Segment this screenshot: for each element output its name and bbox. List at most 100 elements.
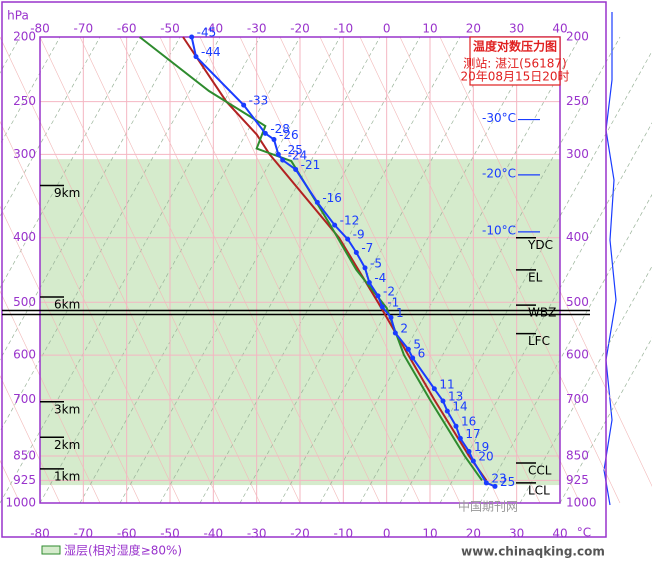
dry-adiabat xyxy=(79,36,341,504)
isotherm-skew xyxy=(0,121,181,504)
point-label: -45 xyxy=(197,26,217,40)
dry-adiabat xyxy=(0,36,61,146)
x-tick-label: 40 xyxy=(552,527,567,541)
point-label: -4 xyxy=(374,271,386,285)
x-tick-label: -20 xyxy=(290,527,310,541)
x-tick-label: 20 xyxy=(466,527,481,541)
profile-point xyxy=(314,199,320,205)
wind-profile xyxy=(603,12,617,506)
point-label: 20 xyxy=(478,450,493,464)
point-label: 19 xyxy=(474,440,489,454)
point-label: 17 xyxy=(465,427,480,441)
dry-adiabat xyxy=(319,36,581,504)
x-tick-label-top: -60 xyxy=(117,22,137,36)
x-tick-label: -30 xyxy=(247,527,267,541)
profile-point xyxy=(241,102,247,108)
level-label: EL xyxy=(528,270,543,284)
point-label: -2 xyxy=(383,284,395,298)
point-label: -28 xyxy=(270,122,290,136)
height-label: 6km xyxy=(54,298,80,312)
y-tick-label-right: 250 xyxy=(566,94,589,108)
isotherm-skew xyxy=(439,36,652,487)
x-tick-label-top: -20 xyxy=(290,22,310,36)
point-label: -1 xyxy=(387,295,399,309)
point-label: 5 xyxy=(413,338,421,352)
point-label: -5 xyxy=(370,256,382,270)
profile-point xyxy=(466,448,472,454)
x-tick-label-top: -10 xyxy=(334,22,354,36)
point-label: 16 xyxy=(461,415,476,429)
dry-adiabat xyxy=(0,36,221,433)
profile-point xyxy=(262,130,268,136)
profile-point xyxy=(189,34,195,40)
height-label: 2km xyxy=(54,438,80,452)
profile-point xyxy=(431,386,437,392)
point-label: -44 xyxy=(201,45,221,59)
x-tick-label-top: 10 xyxy=(422,22,437,36)
y-tick-label-right: 200 xyxy=(566,30,589,44)
y-axis-label: hPa xyxy=(7,9,29,23)
isotherm-skew xyxy=(239,36,461,504)
isotherm-skew xyxy=(0,205,141,504)
y-tick-label: 400 xyxy=(13,230,36,244)
x-tick-label-top: -50 xyxy=(160,22,180,36)
x-tick-label-top: 30 xyxy=(509,22,524,36)
profile-point xyxy=(410,355,416,361)
point-label: 23 xyxy=(491,471,506,485)
dry-adiabat xyxy=(239,36,501,504)
profile-point xyxy=(453,423,459,429)
chart-subtitle: 测站: 湛江(56187) xyxy=(463,57,566,71)
dry-adiabat xyxy=(439,122,652,504)
watermark: www.chinaqking.com xyxy=(461,545,605,559)
dry-adiabat xyxy=(519,265,652,504)
profile-point xyxy=(362,265,368,271)
isotherm-skew xyxy=(0,36,221,504)
legend-swatch xyxy=(41,545,61,555)
y-tick-label: 1000 xyxy=(5,496,36,510)
watermark: 中国期刊网 xyxy=(458,499,518,514)
x-tick-label: -10 xyxy=(334,527,354,541)
point-label: 11 xyxy=(439,377,454,391)
point-label: -7 xyxy=(361,241,373,255)
isotherm-skew xyxy=(0,290,101,504)
height-label: 1km xyxy=(54,469,80,483)
x-tick-label-top: -80 xyxy=(30,22,50,36)
dry-adiabat xyxy=(0,36,101,217)
point-label: -16 xyxy=(322,191,342,205)
profile-point xyxy=(492,483,498,489)
point-label: 1 xyxy=(396,306,404,320)
x-tick-label-top: -30 xyxy=(247,22,267,36)
y-tick-label: 200 xyxy=(13,30,36,44)
point-label: -9 xyxy=(353,228,365,242)
point-label: -33 xyxy=(249,94,269,108)
y-tick-label-right: 300 xyxy=(566,147,589,161)
point-label: -26 xyxy=(279,128,299,142)
point-label: 25 xyxy=(500,475,515,489)
profile-point xyxy=(405,346,411,352)
outer-frame xyxy=(1,1,607,538)
y-tick-label: 250 xyxy=(13,94,36,108)
profile-point xyxy=(470,458,476,464)
height-label: 3km xyxy=(54,402,80,416)
profile-point xyxy=(271,137,277,143)
profile-point xyxy=(388,315,394,321)
profile-point xyxy=(353,250,359,256)
point-label: 13 xyxy=(448,389,463,403)
x-tick-label: -80 xyxy=(30,527,50,541)
point-label: -12 xyxy=(340,214,360,228)
isotherm-label: -30°C xyxy=(482,111,516,125)
point-label: -25 xyxy=(283,143,303,157)
profile-point xyxy=(440,398,446,404)
plot-frame xyxy=(39,36,561,504)
y-tick-label: 600 xyxy=(13,348,36,362)
y-tick-label-right: 400 xyxy=(566,230,589,244)
dry-adiabat xyxy=(119,36,381,504)
isotherm-skew xyxy=(279,36,501,504)
point-label: 14 xyxy=(452,400,467,414)
dry-adiabat xyxy=(199,36,461,504)
profile-point xyxy=(483,480,489,486)
height-label: 9km xyxy=(54,186,80,200)
point-label: 2 xyxy=(400,322,408,336)
